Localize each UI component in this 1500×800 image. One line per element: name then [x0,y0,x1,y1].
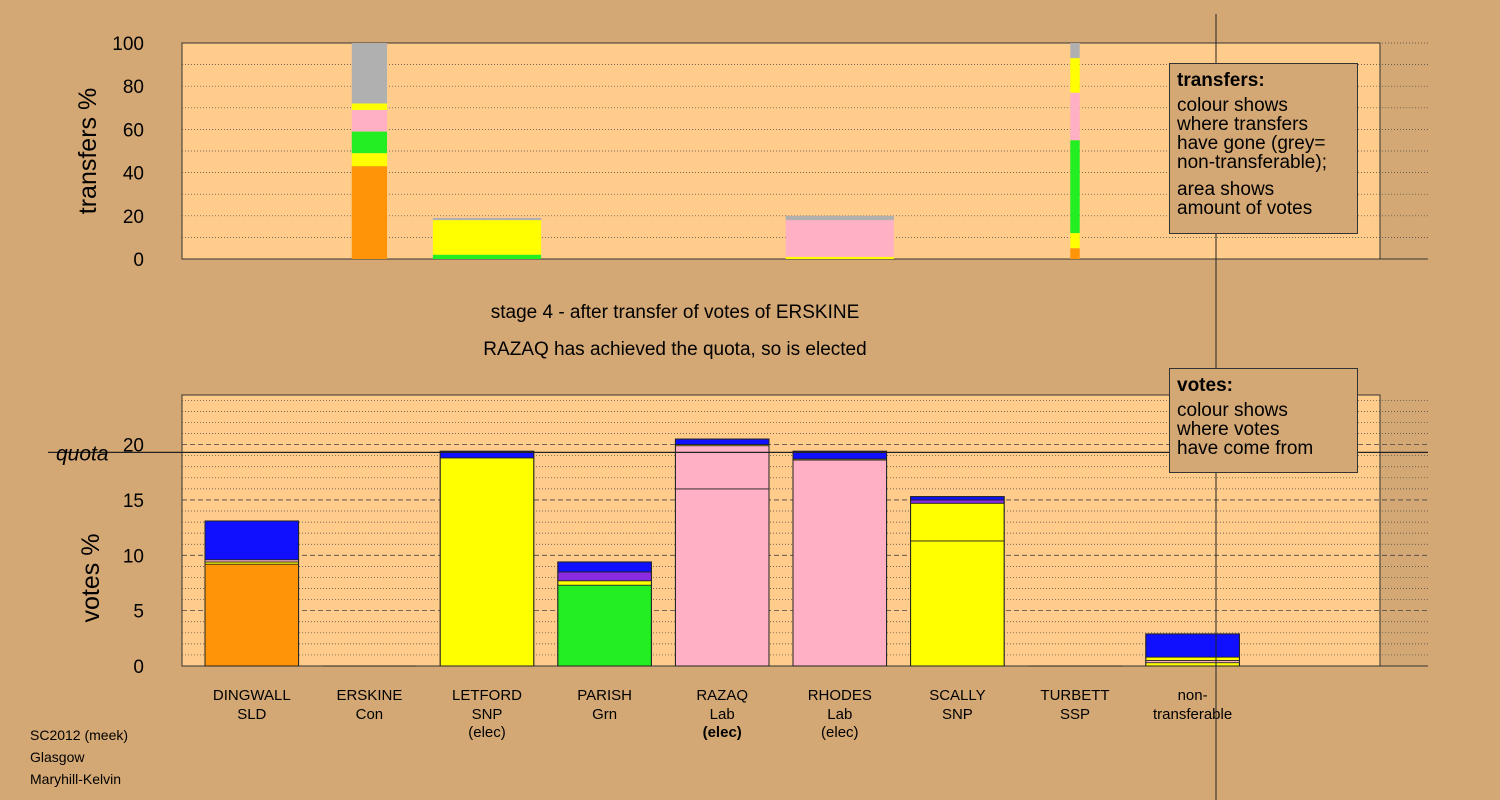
vote-bar-segment [910,502,1005,542]
category-name-label: non- [1178,687,1208,704]
stage-title: stage 4 - after transfer of votes of ERS… [490,302,860,323]
vote-bar-segment [439,457,535,667]
transfer-bar-segment [351,103,388,110]
vote-bar-segment [792,459,887,667]
transfers-legend-box: transfers: colour shows where transfers … [1169,63,1358,234]
transfer-bar-segment [1070,140,1080,234]
category-party-label: Lab [827,706,852,723]
transfers-legend-line: amount of votes [1177,198,1313,219]
votes-axis-label: votes % [77,534,105,623]
transfer-bar-segment [1070,233,1080,249]
transfer-bar-segment [785,256,894,259]
vote-bar-segment [1145,656,1240,661]
votes-legend-title: votes: [1177,375,1233,396]
transfer-bar-segment [1070,43,1080,59]
transfer-bar-segment [432,254,542,259]
quota-label: quota [56,442,109,465]
vote-bar-segment [557,584,652,667]
vote-bar-segment [675,438,770,446]
stage-subtitle: RAZAQ has achieved the quota, so is elec… [483,339,867,360]
category-status-label: (elec) [821,724,859,741]
category-party-label: Lab [710,706,735,723]
vote-bar-outline [910,496,1005,667]
transfer-bar-segment [1070,248,1080,259]
transfer-bar-segment [785,220,894,257]
votes-legend-box: votes: colour shows where votes have com… [1169,368,1358,473]
vote-bar-outline [439,450,535,667]
transfer-bar-segment [351,43,388,104]
transfer-bar-segment [785,215,894,221]
votes-legend-line: colour shows [1177,400,1288,421]
category-party-label: SNP [472,706,503,723]
category-party-label: SLD [237,706,266,723]
transfers-tick-label: 20 [123,207,144,228]
votes-legend-line: where votes [1177,419,1280,440]
transfers-tick-label: 0 [133,250,144,271]
vote-bar-segment [204,520,299,561]
vote-bar-segment [557,571,652,582]
category-name-label: RAZAQ [696,687,748,704]
transfers-tick-label: 40 [123,164,144,185]
vote-bar-segment [557,580,652,586]
transfers-legend-line: where transfers [1177,114,1308,135]
footer-election: SC2012 (meek) [30,727,129,743]
vote-bar-segment [910,540,1005,667]
category-name-label: LETFORD [452,687,522,704]
vote-bar-segment [1145,633,1240,658]
transfers-legend-line: colour shows [1177,95,1288,116]
category-party-label: SNP [942,706,973,723]
category-status-label: (elec) [703,724,742,741]
vote-bar-outline [204,520,300,667]
category-status-label: (elec) [468,724,506,741]
category-party-label: Con [356,706,384,723]
transfers-tick-label: 100 [112,34,144,55]
transfer-bar-segment [432,217,542,221]
votes-tick-label: 0 [133,657,144,678]
category-party-label: transferable [1153,706,1232,723]
transfers-tick-label: 80 [123,77,144,98]
footer-ward: Maryhill-Kelvin [30,771,122,787]
transfer-bar-segment [1070,92,1080,141]
vote-bar-outline [1145,633,1240,667]
transfer-bar-segment [351,153,388,167]
transfers-legend-line: non-transferable); [1177,152,1327,173]
vote-bar-segment [910,499,1005,504]
vote-bar-segment [204,563,299,667]
transfers-axis-label: transfers % [74,88,102,214]
footer-council: Glasgow [30,749,85,765]
votes-tick-label: 10 [123,546,144,567]
category-name-label: SCALLY [929,687,985,704]
votes-tick-label: 15 [123,491,144,512]
votes-tick-label: 20 [123,436,144,457]
transfer-bar-segment [351,166,388,259]
category-party-label: SSP [1060,706,1090,723]
transfers-legend-title: transfers: [1177,70,1265,91]
category-party-label: Grn [592,706,617,723]
transfer-bar-segment [351,109,388,132]
vote-bar-segment [557,561,652,573]
category-name-label: ERSKINE [336,687,402,704]
vote-bar-segment [675,488,770,667]
category-name-label: DINGWALL [213,687,291,704]
transfer-bar-segment [432,220,542,255]
transfers-legend-line: area shows [1177,179,1275,200]
category-name-label: PARISH [577,687,632,704]
category-name-label: RHODES [808,687,872,704]
transfers-tick-label: 60 [123,120,144,141]
votes-tick-label: 5 [133,602,144,623]
vote-bar-outline [674,438,770,667]
category-name-label: TURBETT [1040,687,1109,704]
vote-bar-outline [792,450,888,667]
transfer-bar-segment [1070,58,1080,93]
vote-bar-outline [557,561,652,667]
transfers-legend-line: have gone (grey= [1177,133,1326,154]
votes-legend-line: have come from [1177,438,1314,459]
transfer-bar-segment [351,131,388,154]
